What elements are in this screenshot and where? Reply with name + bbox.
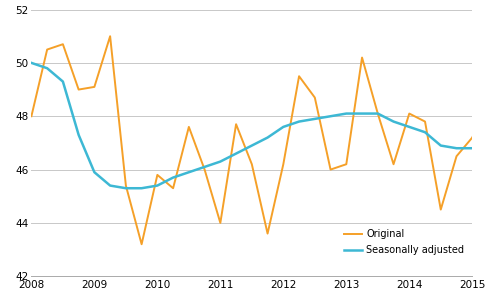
Seasonally adjusted [233, 152, 239, 155]
Seasonally adjusted [44, 66, 50, 70]
Line: Seasonally adjusted: Seasonally adjusted [31, 63, 491, 188]
Seasonally adjusted [138, 186, 144, 190]
Seasonally adjusted [218, 160, 223, 163]
Seasonally adjusted [343, 112, 349, 115]
Original [407, 112, 412, 115]
Seasonally adjusted [265, 136, 271, 140]
Original [138, 243, 144, 246]
Original [91, 85, 97, 89]
Original [280, 162, 286, 166]
Original [343, 162, 349, 166]
Original [170, 186, 176, 190]
Original [28, 114, 34, 118]
Original [202, 168, 208, 171]
Seasonally adjusted [454, 146, 460, 150]
Seasonally adjusted [76, 133, 82, 137]
Seasonally adjusted [107, 184, 113, 187]
Original [76, 88, 82, 92]
Seasonally adjusted [407, 125, 412, 129]
Original [485, 98, 491, 102]
Seasonally adjusted [280, 125, 286, 129]
Original [312, 96, 318, 99]
Original [438, 208, 444, 211]
Original [107, 34, 113, 38]
Original [249, 162, 255, 166]
Seasonally adjusted [312, 117, 318, 121]
Original [390, 162, 396, 166]
Original [123, 184, 129, 187]
Seasonally adjusted [60, 80, 66, 83]
Seasonally adjusted [422, 130, 428, 134]
Seasonally adjusted [28, 61, 34, 65]
Original [375, 112, 381, 115]
Original [422, 120, 428, 124]
Seasonally adjusted [249, 144, 255, 147]
Original [454, 154, 460, 158]
Line: Original: Original [31, 36, 491, 244]
Seasonally adjusted [154, 184, 160, 187]
Original [44, 48, 50, 51]
Seasonally adjusted [170, 176, 176, 179]
Original [359, 56, 365, 59]
Original [327, 168, 333, 171]
Seasonally adjusted [202, 165, 208, 169]
Seasonally adjusted [375, 112, 381, 115]
Original [296, 74, 302, 78]
Seasonally adjusted [438, 144, 444, 147]
Seasonally adjusted [91, 170, 97, 174]
Seasonally adjusted [186, 170, 192, 174]
Seasonally adjusted [296, 120, 302, 124]
Original [218, 221, 223, 225]
Seasonally adjusted [359, 112, 365, 115]
Original [233, 122, 239, 126]
Original [154, 173, 160, 177]
Original [265, 232, 271, 235]
Original [186, 125, 192, 129]
Legend: Original, Seasonally adjusted: Original, Seasonally adjusted [341, 226, 467, 258]
Seasonally adjusted [390, 120, 396, 124]
Seasonally adjusted [485, 146, 491, 150]
Original [60, 42, 66, 46]
Original [469, 136, 475, 140]
Seasonally adjusted [123, 186, 129, 190]
Seasonally adjusted [469, 146, 475, 150]
Seasonally adjusted [327, 114, 333, 118]
